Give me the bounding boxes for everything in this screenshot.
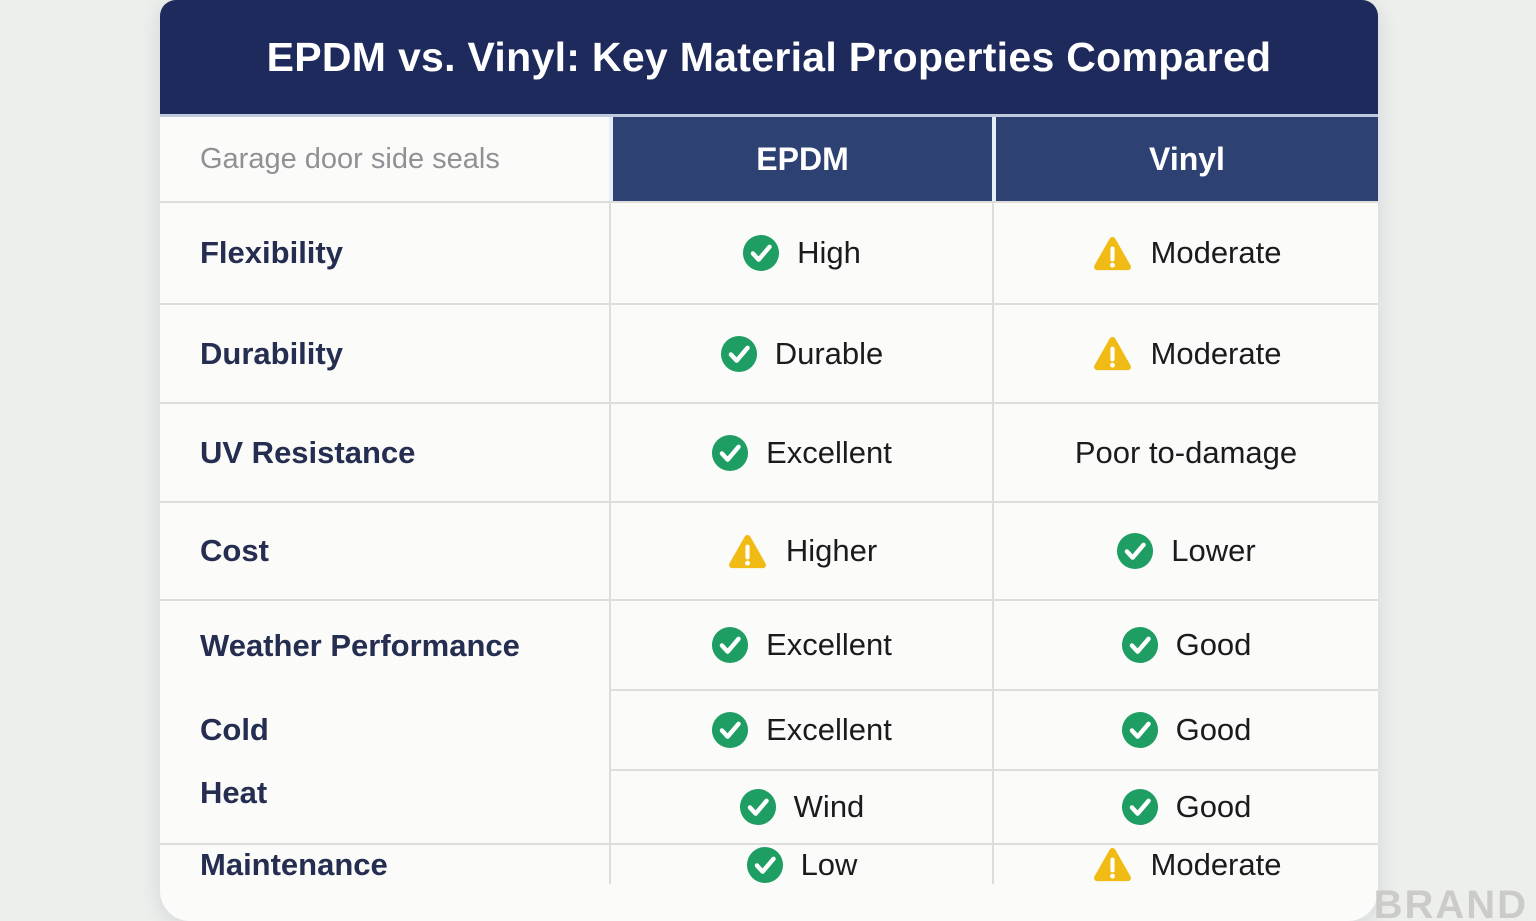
table-cell-epdm-weather: Excellent: [609, 599, 992, 689]
cell-value: Low: [800, 846, 858, 882]
row-label-durability: Durability: [160, 303, 609, 402]
cell-value: Moderate: [1150, 335, 1282, 371]
table-cell-vinyl-heat: Good: [992, 769, 1378, 843]
table-body: Flexibility High Moderate Durability Dur…: [160, 201, 1378, 884]
row-label-heat: Heat: [200, 775, 268, 811]
cell-value: Excellent: [766, 434, 892, 470]
row-label-maintenance: Maintenance: [160, 843, 609, 884]
table-cell-epdm-durability: Durable: [609, 303, 992, 402]
table-cell-epdm-cold: Excellent: [609, 689, 992, 769]
warning-icon: [1091, 234, 1134, 273]
cell-value: Excellent: [766, 627, 892, 662]
table-cell-vinyl-durability: Moderate: [992, 303, 1378, 402]
cell-value: Moderate: [1150, 846, 1282, 882]
table-cell-vinyl-weather: Good: [992, 599, 1378, 689]
row-label-group-weather: Weather Performance Cold Heat: [160, 599, 609, 843]
check-icon: [1121, 626, 1159, 664]
table-cell-vinyl-cost: Lower: [992, 501, 1378, 599]
check-icon: [711, 626, 749, 664]
cell-value: Good: [1175, 789, 1252, 824]
table-cell-epdm-cost: Higher: [609, 501, 992, 599]
table-cell-epdm-flexibility: High: [609, 201, 992, 303]
cell-value: Poor to-damage: [1074, 434, 1298, 470]
cell-value: Durable: [774, 335, 884, 371]
cell-value: Good: [1175, 627, 1252, 662]
row-label-uv-resistance: UV Resistance: [160, 402, 609, 501]
table-cell-vinyl-cold: Good: [992, 689, 1378, 769]
column-header-vinyl: Vinyl: [992, 117, 1378, 201]
check-icon: [1121, 711, 1159, 749]
comparison-card: EPDM vs. Vinyl: Key Material Properties …: [160, 0, 1378, 921]
warning-icon: [1091, 845, 1134, 884]
cell-value: Moderate: [1150, 235, 1282, 270]
row-label-weather-performance: Weather Performance: [200, 627, 520, 663]
page-title: EPDM vs. Vinyl: Key Material Properties …: [266, 33, 1272, 80]
table-header-row: Garage door side seals EPDM Vinyl: [160, 117, 1378, 201]
table-cell-epdm-uv-resistance: Excellent: [609, 402, 992, 501]
corner-label-cell: Garage door side seals: [160, 117, 609, 201]
check-icon: [742, 234, 780, 272]
table-cell-vinyl-flexibility: Moderate: [992, 201, 1378, 303]
cell-value: Good: [1175, 712, 1252, 747]
title-bar: EPDM vs. Vinyl: Key Material Properties …: [160, 0, 1378, 117]
check-icon: [1116, 532, 1154, 570]
warning-icon: [1091, 334, 1134, 373]
check-icon: [739, 788, 777, 826]
row-label-cold: Cold: [200, 711, 269, 747]
cell-value: Wind: [793, 789, 865, 824]
corner-label: Garage door side seals: [200, 142, 500, 175]
table-cell-vinyl-maintenance: Moderate: [992, 843, 1378, 884]
check-icon: [711, 434, 749, 472]
row-label-flexibility: Flexibility: [160, 201, 609, 303]
warning-icon: [726, 532, 769, 571]
table-cell-epdm-heat: Wind: [609, 769, 992, 843]
check-icon: [746, 846, 784, 884]
check-icon: [711, 711, 749, 749]
cell-value: Lower: [1171, 533, 1256, 568]
row-label-cost: Cost: [160, 501, 609, 599]
cell-value: Higher: [785, 533, 878, 568]
cell-value: Excellent: [766, 712, 892, 747]
cell-value: High: [797, 235, 861, 270]
column-header-epdm: EPDM: [609, 117, 992, 201]
table-cell-epdm-maintenance: Low: [609, 843, 992, 884]
check-icon: [1121, 788, 1159, 826]
brand-watermark: BRAND: [1373, 883, 1528, 921]
table-cell-vinyl-uv-resistance: Poor to-damage: [992, 402, 1378, 501]
check-icon: [720, 335, 758, 373]
